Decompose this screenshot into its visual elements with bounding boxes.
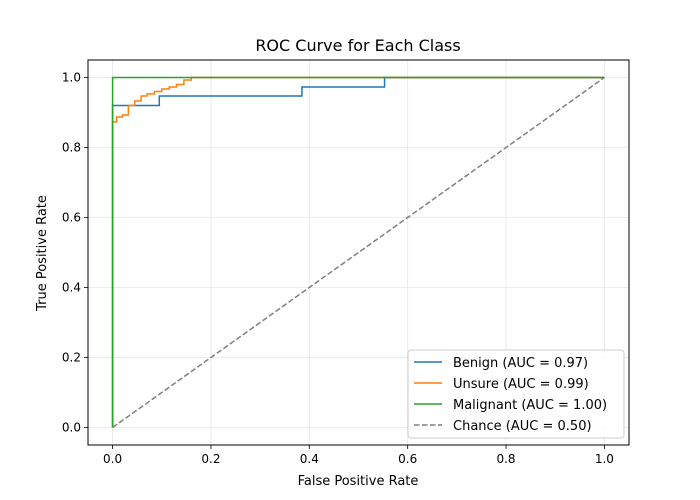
x-tick-label: 0.0 [103,452,122,466]
grid [88,60,629,445]
legend-label: Chance (AUC = 0.50) [453,419,592,434]
x-tick-label: 1.0 [595,452,614,466]
legend-label: Benign (AUC = 0.97) [453,356,588,371]
x-tick-label: 0.8 [496,452,515,466]
series-line-malignant [111,76,605,428]
x-axis-label: False Positive Rate [298,474,419,489]
legend-label: Malignant (AUC = 1.00) [453,398,607,413]
legend: Benign (AUC = 0.97) Unsure (AUC = 0.99) Ma… [407,349,625,439]
series-line-unsure [111,76,605,428]
x-axis-ticks: 0.0 0.2 0.4 0.6 0.8 1.0 [103,445,614,466]
series-line-chance [112,76,605,429]
y-axis-ticks: 0.0 0.2 0.4 0.6 0.8 1.0 [62,71,88,435]
plot-frame [87,59,630,446]
series-layer [111,76,605,429]
chart-title: ROC Curve for Each Class [255,36,460,55]
y-tick-label: 0.8 [62,141,81,155]
x-tick-label: 0.4 [300,452,319,466]
y-tick-label: 0.2 [62,351,81,365]
x-tick-label: 0.6 [398,452,417,466]
x-tick-label: 0.2 [201,452,220,466]
y-tick-label: 0.6 [62,211,81,225]
y-tick-label: 1.0 [62,71,81,85]
legend-label: Unsure (AUC = 0.99) [453,377,589,392]
y-tick-label: 0.4 [62,281,81,295]
y-tick-label: 0.0 [62,421,81,435]
y-axis-label: True Positive Rate [35,195,50,312]
legend-box [407,349,625,439]
